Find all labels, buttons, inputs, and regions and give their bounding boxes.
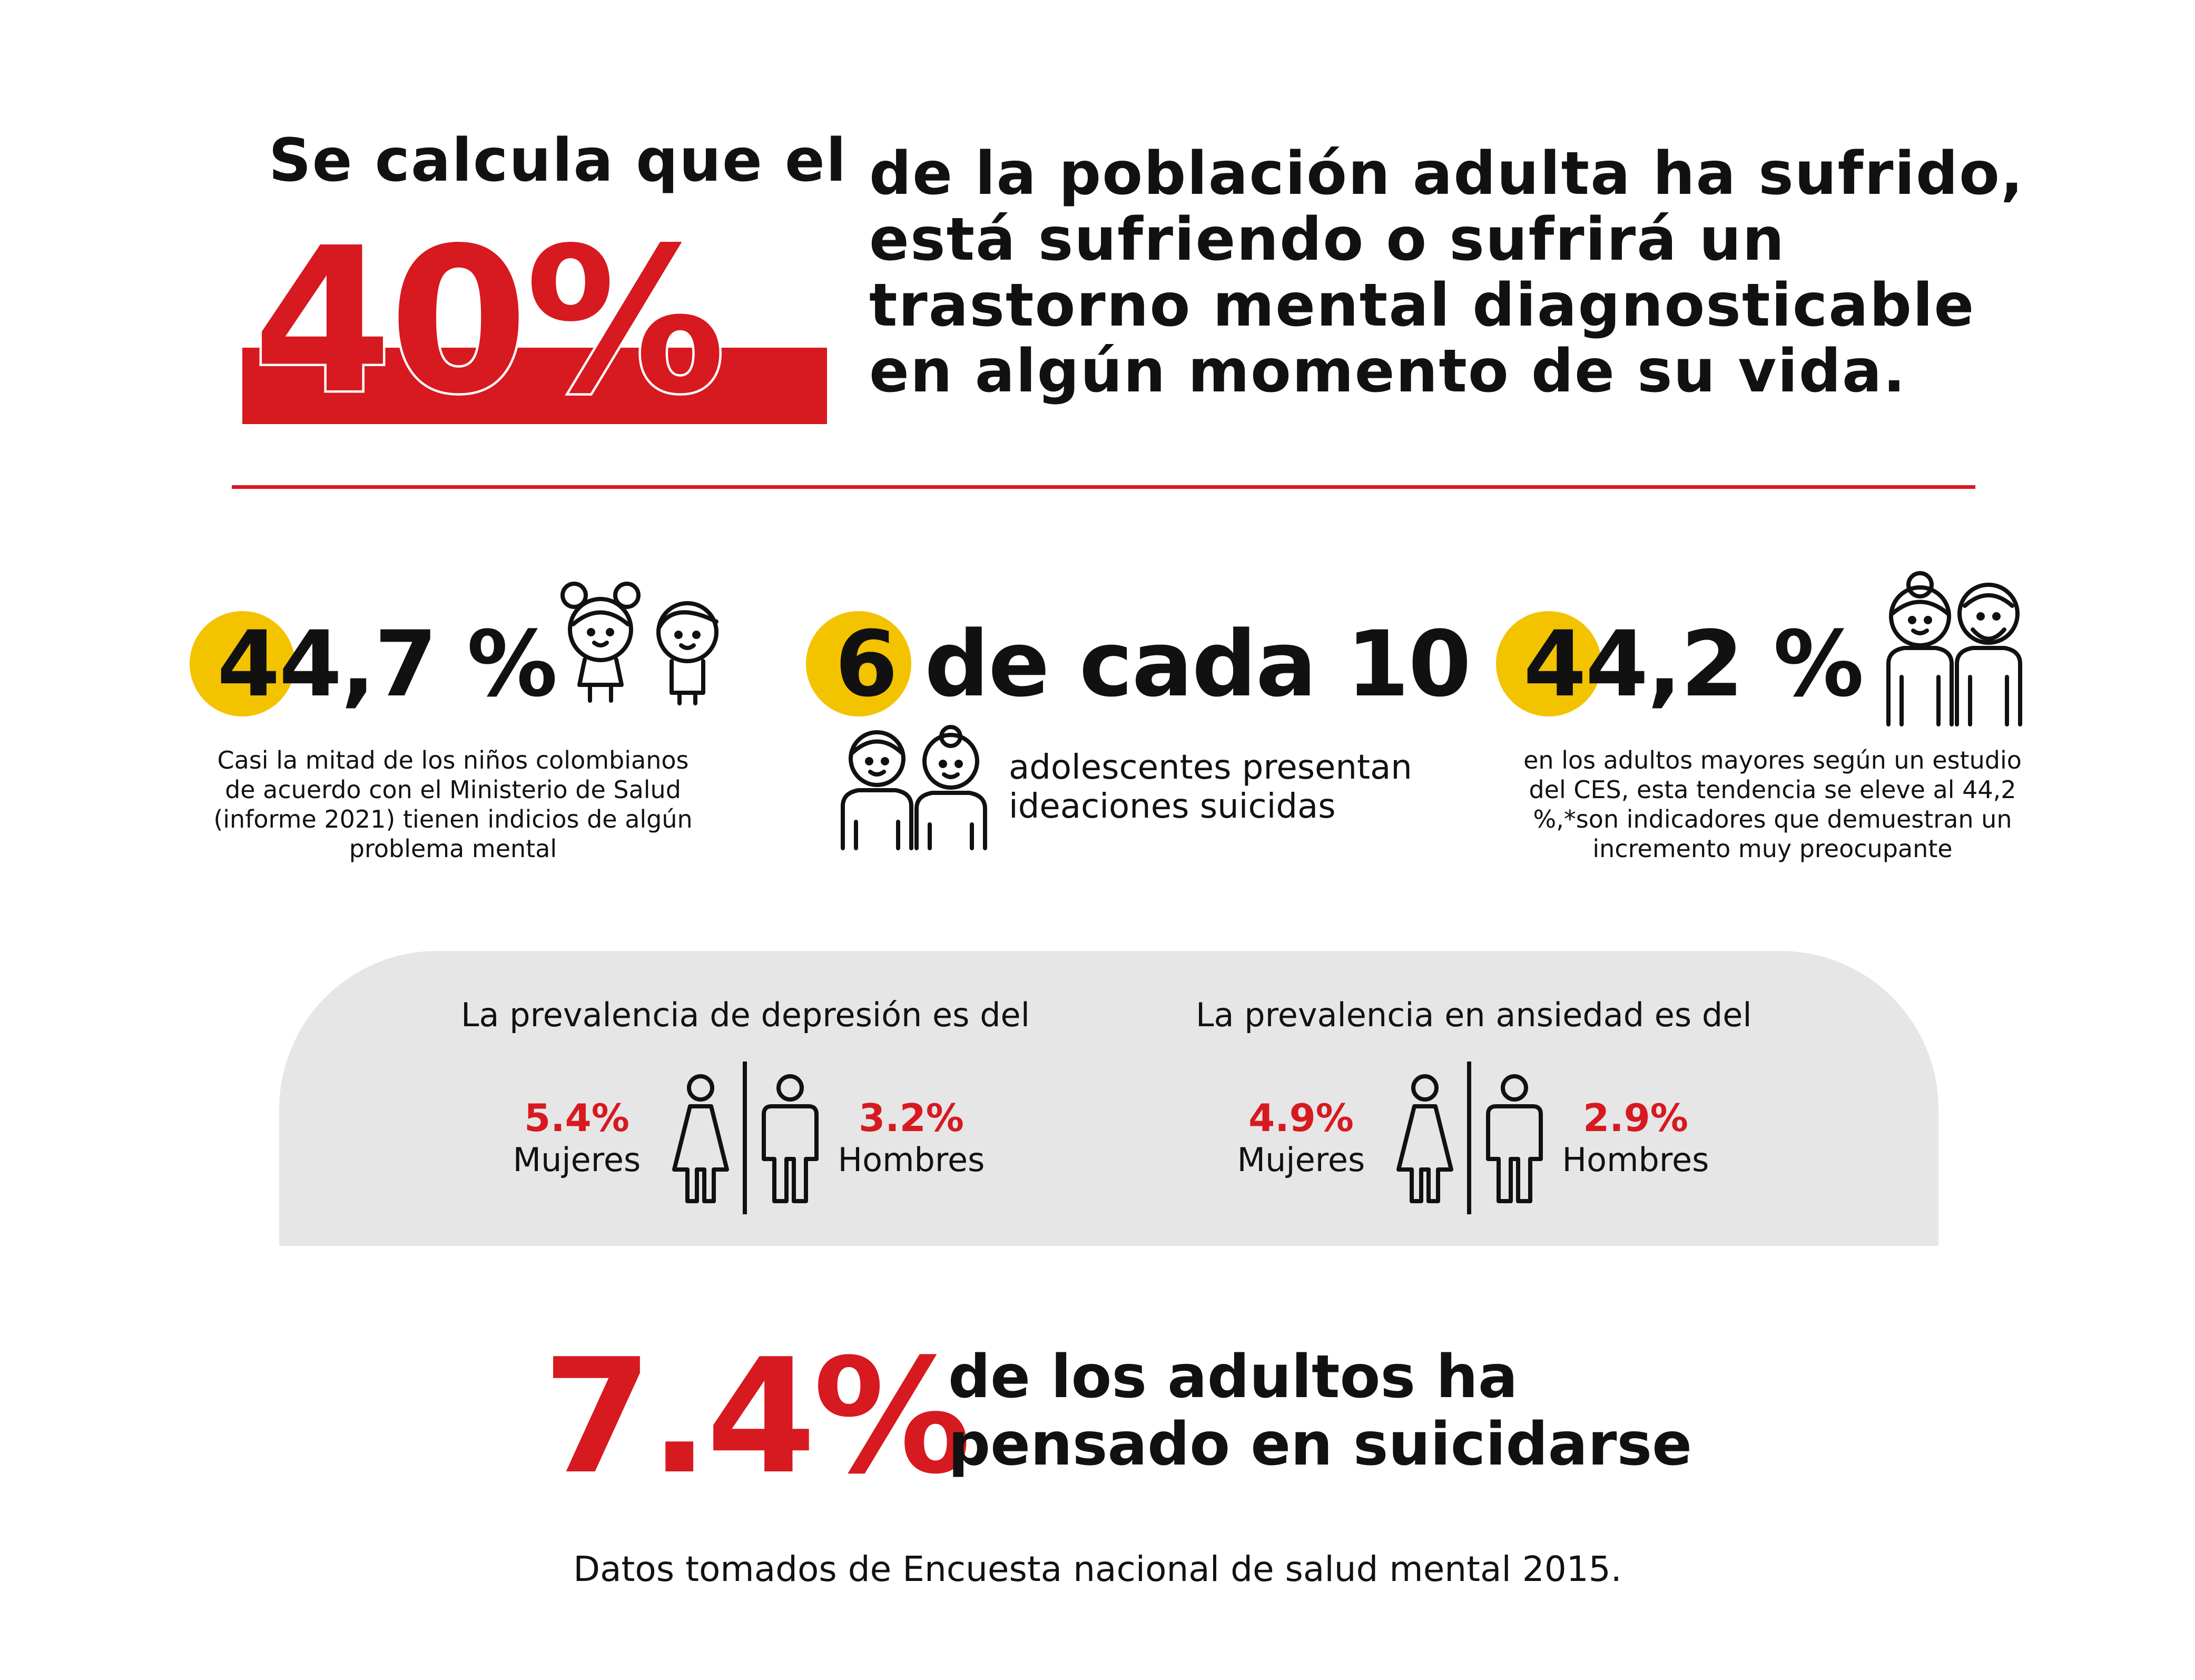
description-line: problema mental bbox=[349, 834, 557, 863]
man-icon bbox=[1486, 1074, 1543, 1203]
headline-line: está sufriendo o sufrirá un bbox=[869, 205, 1786, 274]
anxiety-women-pct: 4.9% bbox=[1248, 1096, 1354, 1140]
suicide-description: de los adultos ha pensado en suicidarse bbox=[948, 1343, 1844, 1478]
headline-line: en algún momento de su vida. bbox=[869, 337, 1907, 406]
suicide-line: pensado en suicidarse bbox=[948, 1410, 1692, 1479]
headline-line: de la población adulta ha sufrido, bbox=[869, 140, 2024, 208]
depression-title: La prevalencia de depresión es del bbox=[461, 996, 1030, 1034]
children-icon bbox=[560, 582, 718, 705]
description-line: ideaciones suicidas bbox=[1009, 787, 1336, 826]
description-line: %,*son indicadores que demuestran un bbox=[1533, 805, 2012, 833]
description-line: incremento muy preocupante bbox=[1592, 834, 1953, 863]
anxiety-women-label: Mujeres bbox=[1237, 1141, 1365, 1179]
anxiety-men-pct: 2.9% bbox=[1583, 1096, 1688, 1140]
depression-men-label: Hombres bbox=[838, 1141, 985, 1179]
woman-icon bbox=[1396, 1074, 1453, 1203]
description-line: en los adultos mayores según un estudio bbox=[1523, 746, 2022, 774]
description-line: de acuerdo con el Ministerio de Salud bbox=[225, 775, 681, 804]
stat-elderly-value: 44,2 % bbox=[1523, 611, 1864, 717]
description-line: Casi la mitad de los niños colombianos bbox=[217, 746, 689, 774]
anxiety-men-label: Hombres bbox=[1562, 1141, 1709, 1179]
headline: de la población adulta ha sufrido, está … bbox=[869, 141, 2107, 405]
highlight-circle bbox=[190, 611, 295, 716]
man-icon bbox=[762, 1074, 819, 1203]
description-line: (informe 2021) tienen indicios de algún bbox=[213, 805, 693, 833]
gender-divider bbox=[743, 1062, 747, 1214]
stat-children-description: Casi la mitad de los niños colombianos d… bbox=[174, 745, 732, 863]
stat-teen-ratio: de cada 10 bbox=[924, 611, 1471, 717]
suicide-percent: 7.4% bbox=[543, 1325, 971, 1509]
gender-divider bbox=[1467, 1062, 1471, 1214]
source-note: Datos tomados de Encuesta nacional de sa… bbox=[573, 1549, 1622, 1589]
depression-women-pct: 5.4% bbox=[524, 1096, 629, 1140]
stat-children-value: 44,7 % bbox=[217, 611, 558, 717]
prevalence-panel bbox=[279, 951, 1938, 1246]
anxiety-title: La prevalencia en ansiedad es del bbox=[1196, 996, 1752, 1034]
description-line: del CES, esta tendencia se eleve al 44,2 bbox=[1529, 775, 2016, 804]
depression-women-label: Mujeres bbox=[513, 1141, 641, 1179]
highlight-circle bbox=[1496, 611, 1601, 716]
intro-text: Se calcula que el bbox=[269, 126, 848, 195]
teenagers-icon bbox=[841, 725, 987, 850]
big-percent: 40% bbox=[251, 204, 729, 438]
description-line: adolescentes presentan bbox=[1009, 748, 1412, 787]
highlight-circle bbox=[806, 611, 911, 716]
elderly-couple-icon bbox=[1886, 571, 2022, 726]
depression-men-pct: 3.2% bbox=[859, 1096, 964, 1140]
stat-teen-number: 6 bbox=[835, 611, 898, 717]
section-divider bbox=[232, 485, 1975, 489]
percent-highlight-band bbox=[242, 348, 827, 424]
stat-elderly-description: en los adultos mayores según un estudio … bbox=[1470, 745, 2075, 863]
stat-teen-description: adolescentes presentan ideaciones suicid… bbox=[1009, 748, 1483, 826]
headline-line: trastorno mental diagnosticable bbox=[869, 271, 1975, 340]
suicide-line: de los adultos ha bbox=[948, 1343, 1518, 1411]
woman-icon bbox=[672, 1074, 729, 1203]
